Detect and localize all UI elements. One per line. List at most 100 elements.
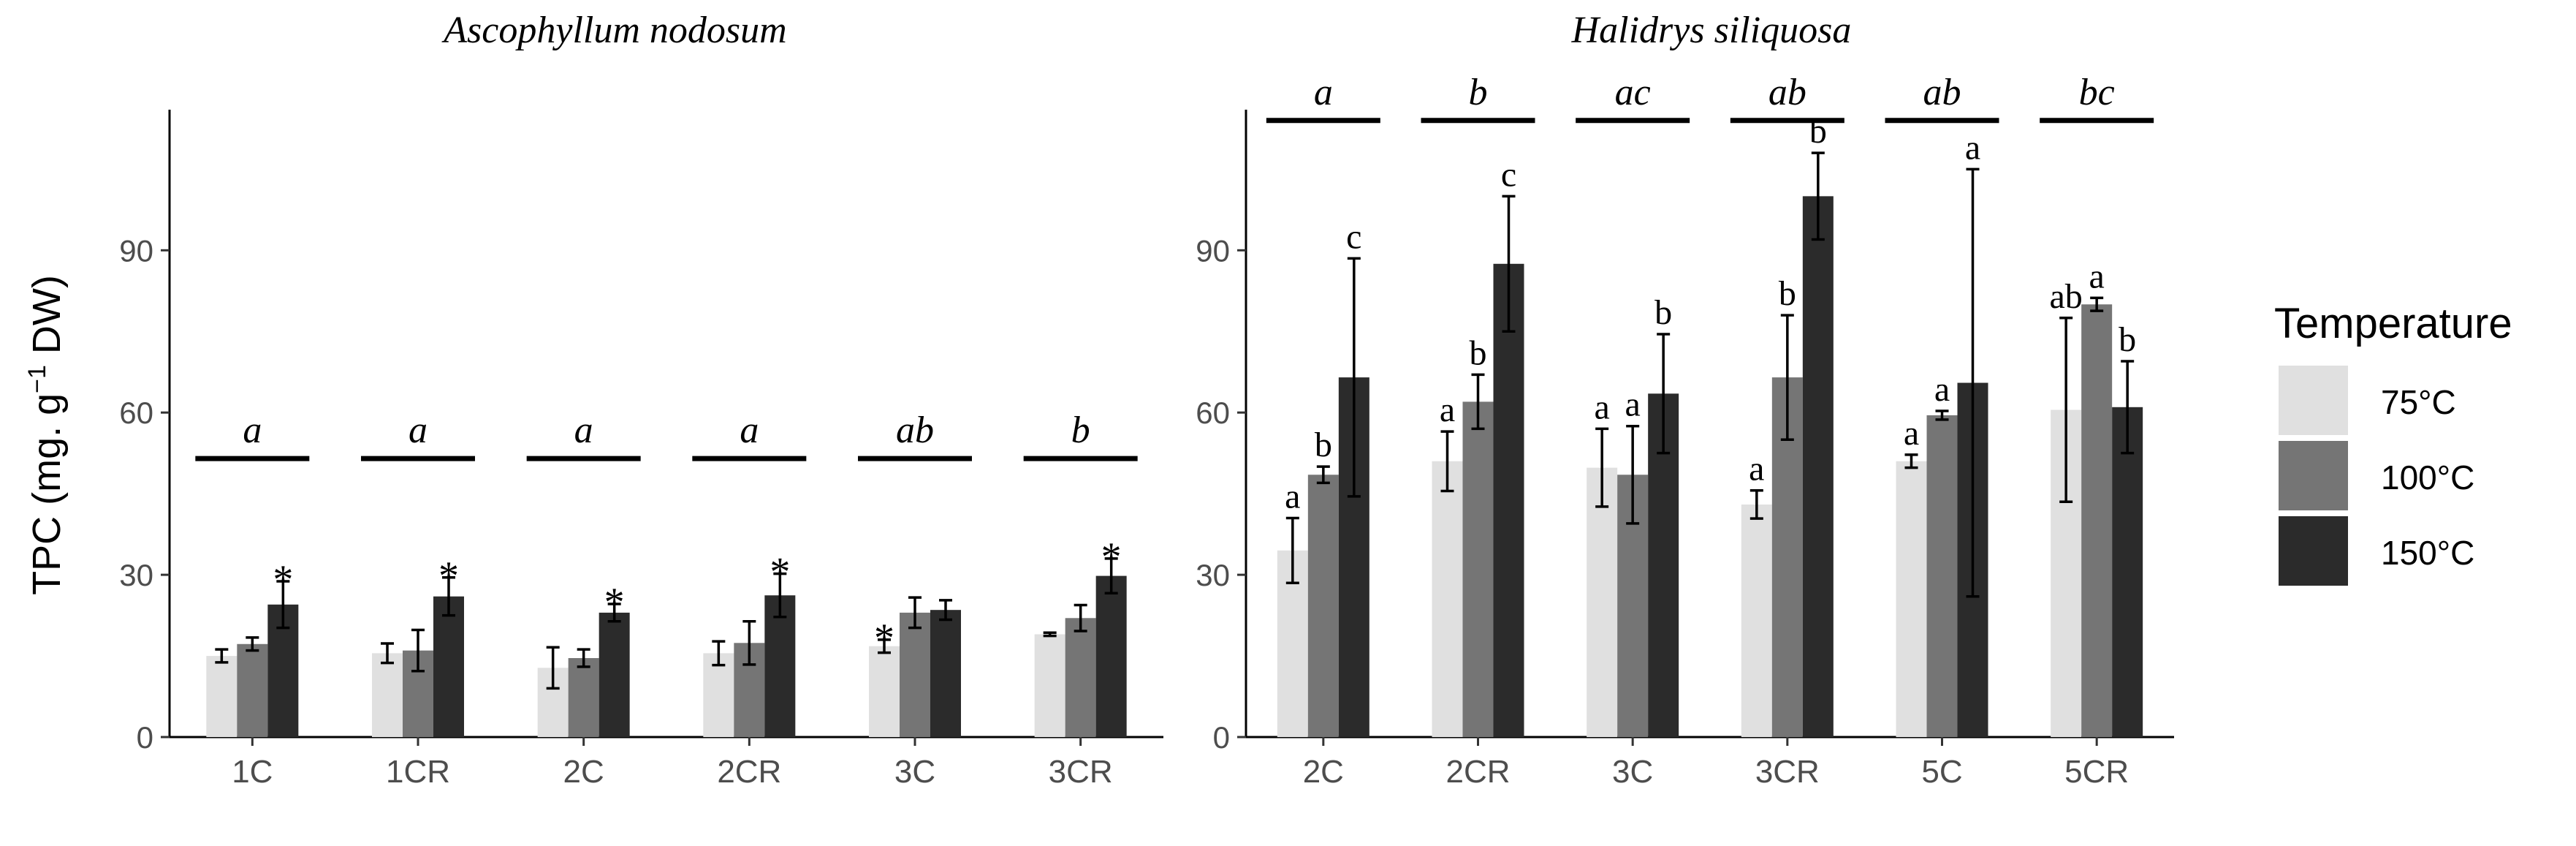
- significance-star: *: [874, 616, 894, 661]
- x-tick-label: 3CR: [1049, 754, 1113, 790]
- error-bar: [215, 648, 229, 664]
- y-tick-label: 60: [1196, 396, 1230, 430]
- bar-asco-2cr-150c: [764, 595, 796, 737]
- bar-asco-2c-100c: [568, 658, 599, 737]
- bar-asco-3cr-100c: [1065, 618, 1096, 737]
- significance-star: *: [770, 550, 790, 595]
- bar-asco-1cr-150c: [433, 596, 464, 737]
- panel-title-asco: Ascophyllum nodosum: [441, 10, 786, 51]
- error-bar: [1749, 488, 1763, 520]
- panel-halidrys: Halidrys siliquosa03060902Cabca2CRabcb3C…: [1196, 10, 2174, 790]
- error-bar: [1966, 167, 1980, 598]
- y-tick-label: 90: [1196, 233, 1230, 268]
- bar-hali-2c-100c: [1307, 475, 1339, 737]
- bar-letter: c: [1501, 155, 1516, 194]
- error-bar: [1104, 557, 1118, 595]
- bar-letter: b: [2119, 320, 2136, 359]
- bar-hali-2cr-100c: [1462, 401, 1494, 737]
- error-bar: [712, 640, 726, 667]
- significance-star: *: [1101, 535, 1122, 580]
- error-bar: [1285, 516, 1299, 584]
- error-bar: [908, 596, 922, 630]
- group-letter: a: [740, 409, 759, 451]
- error-bar: [1440, 430, 1454, 493]
- bar-letter: a: [1749, 450, 1764, 488]
- y-axis-label-sup: −1: [23, 365, 51, 393]
- bar-hali-2cr-150c: [1493, 263, 1524, 737]
- bar-asco-2c-150c: [599, 612, 630, 737]
- error-bar: [1657, 333, 1671, 455]
- error-bar: [773, 572, 787, 619]
- error-bar: [411, 628, 425, 673]
- legend-label-150: 150°C: [2381, 534, 2474, 572]
- x-tick-label: 2CR: [717, 754, 781, 790]
- legend-label-75: 75°C: [2381, 383, 2456, 421]
- error-bar: [1074, 603, 1087, 632]
- x-tick-label: 2C: [1303, 754, 1344, 790]
- bar-letter: a: [2089, 257, 2105, 295]
- error-bar: [2121, 360, 2135, 455]
- error-bar: [742, 619, 756, 666]
- y-tick-label: 60: [119, 396, 153, 430]
- error-bar: [2059, 317, 2073, 503]
- significance-star: *: [438, 554, 459, 599]
- error-bar: [1904, 453, 1918, 469]
- bar-asco-1cr-75c: [372, 653, 403, 737]
- x-tick-label: 2CR: [1445, 754, 1510, 790]
- group-letter: ac: [1615, 72, 1651, 113]
- legend-label-100: 100°C: [2381, 458, 2474, 496]
- error-bar: [1316, 465, 1330, 485]
- x-tick-label: 3CR: [1755, 754, 1820, 790]
- error-bar: [1347, 257, 1361, 498]
- bar-letter: b: [1470, 333, 1487, 372]
- error-bar: [878, 638, 891, 654]
- error-bar: [1811, 151, 1825, 241]
- bar-asco-2cr-75c: [703, 653, 734, 737]
- x-tick-label: 1C: [232, 754, 273, 790]
- bar-letter: b: [1315, 426, 1332, 464]
- x-tick-label: 2C: [563, 754, 604, 790]
- error-bar: [607, 603, 621, 623]
- bar-asco-3c-150c: [930, 610, 961, 737]
- error-bar: [939, 599, 952, 622]
- bar-letter: a: [1965, 128, 1980, 167]
- bar-asco-3c-75c: [869, 646, 900, 737]
- error-bar: [381, 642, 394, 665]
- legend-swatch-100: [2279, 441, 2348, 510]
- bar-letter: a: [1934, 370, 1950, 409]
- y-axis-label-tail: DW): [25, 275, 69, 365]
- bar-asco-3cr-75c: [1034, 634, 1065, 737]
- x-tick-label: 3C: [1612, 754, 1653, 790]
- x-tick-label: 1CR: [386, 754, 450, 790]
- error-bar: [1043, 631, 1057, 638]
- group-letter: a: [574, 409, 593, 451]
- bar-hali-3cr-150c: [1802, 196, 1834, 737]
- error-bar: [546, 646, 560, 690]
- bar-letter: b: [1654, 293, 1672, 332]
- error-bar: [577, 648, 590, 668]
- group-letter: b: [1071, 409, 1090, 451]
- legend-title: Temperature: [2274, 300, 2512, 347]
- group-letter: b: [1469, 72, 1488, 113]
- significance-star: *: [273, 557, 293, 603]
- group-letter: ab: [1923, 72, 1961, 113]
- panel-ascophyllum: Ascophyllum nodosum 0 30 60 90 1C * a 1CR * a 2C * a 2…: [119, 10, 1163, 790]
- bar-letter: a: [1625, 385, 1641, 424]
- x-tick-label: 5C: [1921, 754, 1962, 790]
- error-bar: [1595, 427, 1609, 508]
- error-bar: [1471, 373, 1485, 431]
- bar-letter: b: [1809, 112, 1827, 151]
- bar-letter: a: [1440, 390, 1455, 429]
- panel-title-hali: Halidrys siliquosa: [1571, 10, 1852, 51]
- bar-letter: b: [1779, 274, 1796, 313]
- legend-swatch-150: [2279, 516, 2348, 586]
- x-tick-label: 5CR: [2064, 754, 2129, 790]
- group-letter: a: [243, 409, 262, 451]
- y-tick-label: 90: [119, 233, 153, 268]
- error-bar: [1502, 194, 1516, 333]
- group-letter: a: [409, 409, 428, 451]
- bar-asco-1c-75c: [206, 656, 238, 737]
- bar-hali-3cr-75c: [1741, 504, 1772, 737]
- y-tick-label: 30: [1196, 558, 1230, 592]
- error-bar: [442, 576, 455, 617]
